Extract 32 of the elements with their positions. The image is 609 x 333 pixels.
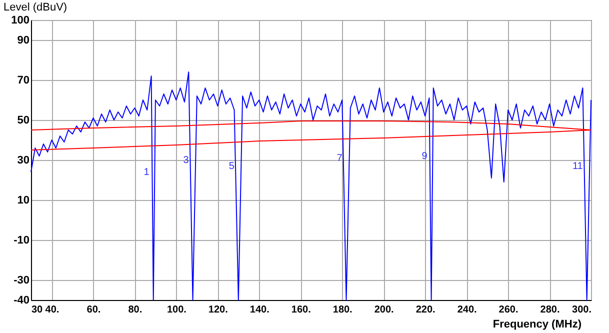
y-tick-label: 10 (17, 194, 30, 206)
annotation: 3 (183, 155, 190, 166)
x-tick-label: 40. (45, 304, 60, 316)
y-tick-label: -10 (14, 234, 30, 246)
x-tick-label: 80. (128, 304, 142, 316)
x-tick-label: 280. (540, 304, 560, 316)
x-tick-label: 30 (32, 304, 44, 316)
y-axis-title: Level (dBuV) (4, 2, 68, 14)
x-tick-label: 120. (208, 304, 228, 316)
x-tick-label: 100. (166, 304, 187, 316)
x-tick-label: 300. (572, 304, 592, 316)
x-tick-label: 60. (86, 304, 101, 316)
y-tick-label: 30 (17, 154, 30, 166)
x-axis-title: Frequency (MHz) (492, 318, 582, 330)
y-tick-label: -30 (14, 274, 30, 286)
x-tick-label: 160. (291, 304, 312, 316)
annotation: 11 (572, 161, 584, 172)
annotation: 7 (336, 153, 343, 164)
x-tick-label: 140. (250, 304, 270, 316)
y-tick-label: -40 (14, 294, 30, 306)
x-tick-label: 240. (457, 304, 478, 316)
y-tick-label: 90 (17, 34, 30, 46)
y-tick-label: 100 (11, 14, 30, 26)
annotation: 1 (144, 167, 150, 178)
annotation: 5 (228, 161, 235, 172)
x-tick-label: 180. (332, 304, 353, 316)
x-tick-label: 220. (416, 304, 436, 316)
annotation: 9 (422, 151, 428, 162)
y-tick-label: 50 (17, 114, 30, 126)
y-tick-label: 70 (17, 74, 30, 86)
x-tick-label: 200. (374, 304, 394, 316)
x-tick-label: 260. (498, 304, 518, 316)
